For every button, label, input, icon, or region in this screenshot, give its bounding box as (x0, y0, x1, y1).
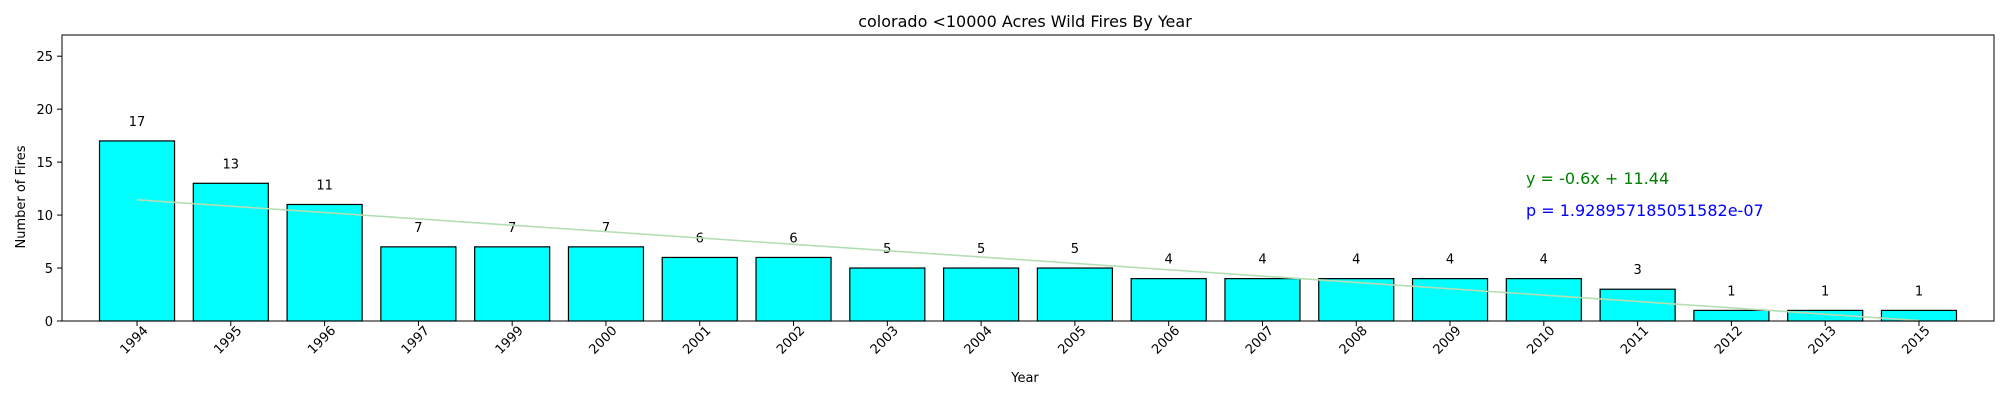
bar (849, 267, 926, 322)
y-tick-label: 5 (45, 262, 53, 277)
trend-equation-annotation: y = -0.6x + 11.44 (1526, 169, 1669, 188)
bar-value-label: 1 (1821, 284, 1829, 299)
x-tick-label: 2003 (868, 324, 902, 358)
bar (942, 267, 1020, 322)
bar (474, 246, 551, 322)
x-tick-label: 2015 (1899, 324, 1933, 358)
x-tick-label: 1997 (399, 324, 433, 358)
bar-value-label: 13 (223, 157, 240, 172)
x-tick-label: 2012 (1712, 324, 1746, 358)
y-tick-label: 0 (45, 315, 53, 330)
bar (1411, 278, 1489, 322)
y-axis-label: Number of Fires (14, 145, 29, 248)
bar-value-label: 17 (129, 115, 146, 130)
bar-value-label: 6 (789, 231, 797, 246)
chart-title: colorado <10000 Acres Wild Fires By Year (858, 12, 1192, 31)
bar-value-label: 4 (1258, 253, 1266, 268)
bar (1224, 278, 1301, 322)
x-axis-label: Year (1010, 371, 1039, 386)
trend-line (136, 199, 1920, 322)
bar (1036, 267, 1114, 322)
x-tick-label: 2002 (774, 324, 808, 358)
bar-value-label: 7 (508, 221, 516, 236)
bar (1130, 278, 1207, 322)
bar-value-label: 1 (1915, 284, 1923, 299)
bar (567, 246, 645, 322)
y-tick-label: 20 (36, 103, 53, 118)
y-tick-label: 25 (36, 50, 53, 65)
x-tick-label: 2005 (1055, 324, 1089, 358)
x-tick-label: 2004 (962, 324, 996, 358)
p-value-annotation: p = 1.928957185051582e-07 (1526, 201, 1764, 220)
x-tick-label: 1995 (211, 324, 245, 358)
bar (1505, 278, 1582, 322)
bar (1318, 278, 1395, 322)
x-tick-label: 2011 (1618, 324, 1652, 358)
bar-value-label: 4 (1540, 253, 1548, 268)
bar-value-label: 1 (1727, 284, 1735, 299)
x-tick-label: 2001 (680, 324, 714, 358)
x-tick-label: 1996 (305, 324, 339, 358)
bar (661, 256, 738, 322)
bar-value-label: 7 (414, 221, 422, 236)
bar (1693, 309, 1770, 322)
x-tick-label: 2013 (1806, 324, 1840, 358)
bar-value-label: 11 (316, 178, 333, 193)
bar-value-label: 7 (602, 221, 610, 236)
x-tick-label: 2009 (1431, 324, 1465, 358)
x-tick-label: 2000 (586, 324, 620, 358)
bar (286, 203, 363, 322)
x-tick-label: 1994 (118, 324, 152, 358)
x-tick-label: 2006 (1149, 324, 1183, 358)
bar-value-label: 3 (1633, 263, 1641, 278)
x-tick-label: 2007 (1243, 324, 1277, 358)
plot-frame (61, 34, 1995, 322)
bar-value-label: 5 (883, 242, 891, 257)
bar-value-label: 6 (696, 231, 704, 246)
bar-value-label: 5 (977, 242, 985, 257)
bar (755, 256, 832, 322)
bar-value-label: 4 (1165, 253, 1173, 268)
x-tick-label: 2010 (1524, 324, 1558, 358)
y-tick-label: 10 (36, 209, 53, 224)
bar-value-label: 4 (1446, 253, 1454, 268)
y-tick-label: 15 (36, 156, 53, 171)
x-tick-label: 2008 (1337, 324, 1371, 358)
bar-value-label: 4 (1352, 253, 1360, 268)
x-tick-label: 1999 (493, 324, 527, 358)
bar-value-label: 5 (1071, 242, 1079, 257)
bar (380, 246, 457, 322)
bar (1599, 288, 1676, 322)
bar (98, 140, 176, 322)
